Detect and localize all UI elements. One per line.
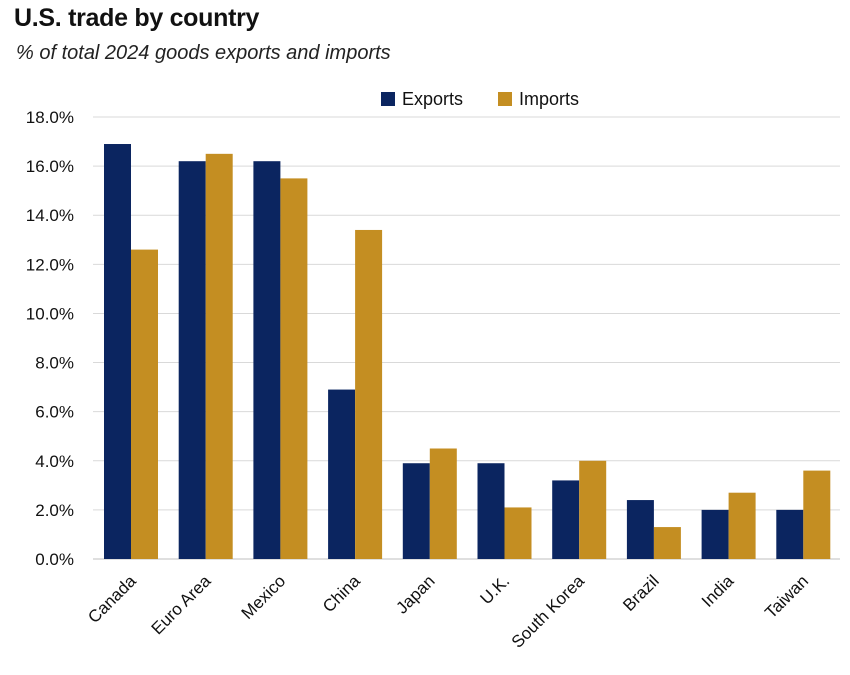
legend: Exports Imports <box>381 89 579 109</box>
y-tick-label: 14.0% <box>26 206 74 225</box>
x-tick-label: U.K. <box>477 571 514 608</box>
legend-label-exports: Exports <box>402 89 463 109</box>
bar-exports-india <box>701 509 729 559</box>
bar-imports-japan <box>429 448 457 559</box>
y-tick-label: 10.0% <box>26 304 74 323</box>
bar-imports-brazil <box>653 527 681 559</box>
bar-exports-u-k- <box>477 463 505 559</box>
y-tick-label: 16.0% <box>26 157 74 176</box>
bar-imports-mexico <box>280 178 308 559</box>
bar-imports-south-korea <box>579 460 607 559</box>
bars <box>104 144 831 560</box>
y-tick-label: 18.0% <box>26 108 74 127</box>
legend-swatch-imports <box>498 92 512 106</box>
legend-swatch-exports <box>381 92 395 106</box>
x-tick-label: India <box>698 571 738 611</box>
bar-exports-brazil <box>626 500 654 559</box>
y-tick-label: 6.0% <box>35 403 74 422</box>
x-tick-label: Taiwan <box>761 571 812 622</box>
legend-label-imports: Imports <box>519 89 579 109</box>
bar-imports-china <box>355 229 383 559</box>
bar-exports-canada <box>104 144 131 559</box>
bar-imports-euro-area <box>205 153 233 560</box>
bar-exports-mexico <box>253 161 281 559</box>
x-tick-label: Mexico <box>238 571 290 623</box>
bar-imports-taiwan <box>803 470 831 559</box>
y-tick-label: 4.0% <box>35 452 74 471</box>
x-axis-tick-labels: Canada Euro Area Mexico China Japan U.K.South… <box>84 571 812 652</box>
bar-imports-canada <box>131 249 158 559</box>
y-tick-label: 0.0% <box>35 550 74 569</box>
x-tick-label: Euro Area <box>148 571 215 638</box>
bar-exports-japan <box>402 463 430 559</box>
chart-title: U.S. trade by country <box>14 4 260 32</box>
bar-exports-china <box>328 389 356 559</box>
x-tick-label: Canada <box>84 571 140 627</box>
y-axis-tick-labels: 0.0% 2.0% 4.0% 6.0% 8.0% 10.0% 12.0% 14.0% 16.0%… <box>26 108 74 569</box>
x-tick-label: China <box>319 571 364 616</box>
bar-imports-india <box>728 492 756 559</box>
bar-imports-u-k- <box>504 507 532 559</box>
x-tick-label: South Korea <box>508 571 589 652</box>
y-tick-label: 12.0% <box>26 255 74 274</box>
bar-exports-south-korea <box>552 480 580 559</box>
y-tick-label: 8.0% <box>35 354 74 373</box>
bar-exports-euro-area <box>178 161 206 559</box>
bar-exports-taiwan <box>776 509 804 559</box>
x-tick-label: Brazil <box>619 571 662 614</box>
chart-subtitle: % of total 2024 goods exports and import… <box>16 42 391 64</box>
x-tick-label: Japan <box>392 571 438 617</box>
y-tick-label: 2.0% <box>35 501 74 520</box>
